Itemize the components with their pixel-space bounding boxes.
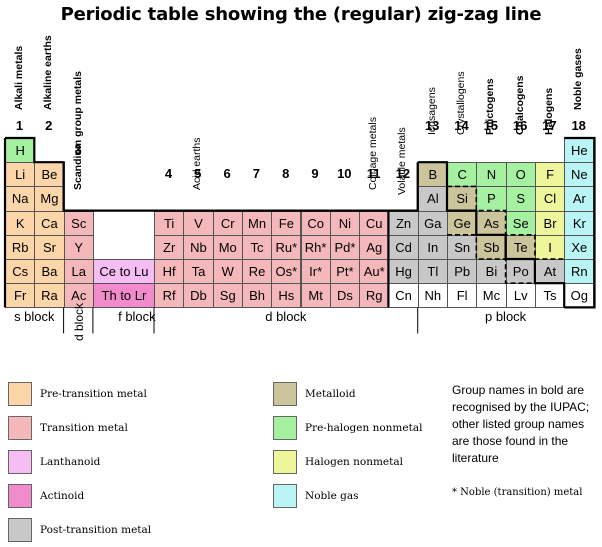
element-sg: Sg [212, 283, 243, 309]
legend-swatch-prehalogen [273, 416, 297, 440]
legend-swatch-noble [273, 484, 297, 508]
metalloid-dashed-lower [447, 234, 565, 285]
group-number-11: 11 [366, 166, 381, 182]
element-hf: Hf [154, 259, 185, 285]
element-ne: Ne [564, 162, 595, 188]
outer-top-s-block [5, 136, 154, 212]
group-number-14: 14 [454, 118, 469, 133]
element-cl: Cl [534, 186, 566, 212]
group-number-2: 2 [45, 118, 53, 133]
element-db: Db [183, 283, 214, 309]
element-w: W [212, 259, 243, 285]
element-rn: Rn [564, 259, 595, 285]
legend-swatch-lanthanoid [8, 450, 32, 474]
group-number-3: 3 [74, 142, 82, 158]
legend-label-noble: Noble gas [305, 490, 359, 502]
element-og: Og [564, 283, 595, 309]
group-number-9: 9 [311, 166, 319, 182]
group-number-13: 13 [424, 118, 440, 133]
group-number-6: 6 [223, 166, 231, 182]
outer-top-d-block [154, 162, 419, 212]
element-rh: Rh* [300, 234, 331, 260]
group-number-15: 15 [483, 118, 499, 133]
legend-label-transition: Transition metal [40, 422, 128, 434]
legend-swatch-post-transition [8, 518, 32, 542]
metalloid-dashed [447, 185, 565, 260]
legend-label-pre-transition: Pre-transition metal [40, 388, 147, 400]
element-mg: Mg [34, 186, 65, 212]
element-s: S [505, 186, 536, 212]
legend-label-actinoid: Actinoid [40, 490, 85, 502]
legend-swatch-transition [8, 416, 32, 440]
element-nb: Nb [183, 234, 214, 260]
element-n: N [476, 162, 507, 188]
element-k: K [5, 210, 36, 236]
d-block-label: d block [265, 309, 307, 325]
group-number-1: 1 [15, 118, 24, 133]
group-number-16: 16 [512, 118, 528, 133]
group-number-8: 8 [282, 166, 290, 182]
element-po: Po [505, 259, 536, 285]
legend-label-post-transition: Post-transition metal [40, 524, 152, 536]
legend-swatch-halogen [273, 450, 297, 474]
group-number-18: 18 [571, 118, 586, 133]
legend-swatch-metalloid [273, 382, 297, 406]
p-block-label: p block [484, 309, 527, 325]
element-fr: Fr [5, 283, 36, 309]
element-f: F [534, 162, 566, 188]
element-pt: Pt* [329, 259, 361, 285]
element-mc: Mc [476, 283, 507, 309]
group-number-7: 7 [252, 166, 260, 182]
element-nh: Nh [417, 283, 448, 309]
page-title: Periodic table showing the (regular) zig… [60, 4, 542, 25]
element-cr: Cr [212, 210, 243, 236]
group-name-note: Group names in bold are recognised by th… [452, 383, 590, 465]
element-mo: Mo [212, 234, 243, 260]
legend-label-halogen: Halogen nonmetal [305, 456, 403, 468]
noble-metal-note: * Noble (transition) metal [452, 487, 583, 498]
element-ac: Ac [63, 283, 94, 309]
f-block-actinoids: Th to Lr [92, 283, 155, 309]
element-pd: Pd* [329, 234, 361, 260]
element-c: C [447, 162, 478, 188]
group-number-17: 17 [542, 118, 557, 133]
element-se: Se [505, 210, 536, 236]
zigzag-line [417, 161, 566, 308]
group-number-12: 12 [395, 166, 411, 182]
element-ag: Ag [359, 234, 390, 260]
group-number-5: 5 [194, 166, 202, 182]
legend-swatch-pre-transition [8, 382, 32, 406]
legend-swatch-actinoid [8, 484, 32, 508]
he-box [564, 136, 596, 309]
s-block-label: s block [14, 309, 55, 325]
element-xe: Xe [564, 234, 595, 260]
element-os: Os* [271, 259, 302, 285]
element-ga: Ga [417, 210, 448, 236]
element-ti: Ti [154, 210, 185, 236]
element-mn: Mn [241, 210, 273, 236]
f-block-label: f block [118, 309, 156, 325]
element-zr: Zr [154, 234, 185, 260]
element-ar: Ar [564, 186, 595, 212]
legend-label-lanthanoid: Lanthanoid [40, 456, 101, 468]
element-as: As [476, 210, 507, 236]
group-number-4: 4 [164, 166, 173, 182]
group-number-10: 10 [337, 166, 352, 182]
legend-label-prehalogen: Pre-halogen nonmetal [305, 422, 423, 434]
element-sr: Sr [34, 234, 65, 260]
element-fe: Fe [271, 210, 302, 236]
element-hs: Hs [271, 283, 302, 309]
legend-label-metalloid: Metalloid [305, 388, 356, 400]
